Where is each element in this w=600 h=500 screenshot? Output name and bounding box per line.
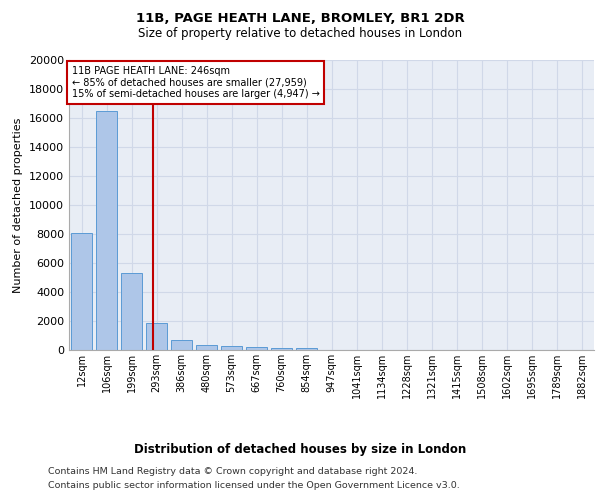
Bar [71,232,92,350]
Text: 11B, PAGE HEATH LANE, BROMLEY, BR1 2DR: 11B, PAGE HEATH LANE, BROMLEY, BR1 2DR [136,12,464,26]
Bar [196,345,217,350]
Bar [246,347,267,350]
Bar [221,346,242,350]
Bar [121,273,142,350]
Text: Contains HM Land Registry data © Crown copyright and database right 2024.: Contains HM Land Registry data © Crown c… [48,468,418,476]
Text: Contains public sector information licensed under the Open Government Licence v3: Contains public sector information licen… [48,481,460,490]
Bar [171,340,192,350]
Text: Size of property relative to detached houses in London: Size of property relative to detached ho… [138,28,462,40]
Bar [271,348,292,350]
Bar [146,323,167,350]
Bar [96,111,117,350]
Y-axis label: Number of detached properties: Number of detached properties [13,118,23,292]
Bar [296,348,317,350]
Text: Distribution of detached houses by size in London: Distribution of detached houses by size … [134,442,466,456]
Text: 11B PAGE HEATH LANE: 246sqm
← 85% of detached houses are smaller (27,959)
15% of: 11B PAGE HEATH LANE: 246sqm ← 85% of det… [71,66,320,99]
